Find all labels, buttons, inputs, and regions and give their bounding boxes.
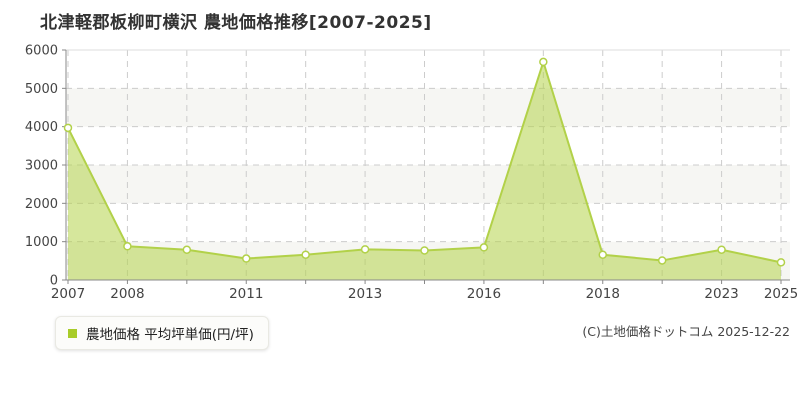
data-point-marker[interactable]	[657, 256, 667, 265]
y-axis-tick-label: 3000	[25, 159, 58, 174]
x-axis-tick-label: 2013	[348, 286, 382, 302]
series-area-fill	[68, 61, 781, 281]
data-point-marker[interactable]	[360, 245, 370, 254]
legend-series-marker-icon	[68, 328, 77, 338]
data-point-marker[interactable]	[63, 123, 73, 133]
plot-band	[66, 126, 790, 165]
plot-band	[66, 88, 790, 127]
copyright-text: (C)土地価格ドットコム 2025-12-22	[582, 324, 790, 339]
chart-title: 北津軽郡板柳町横沢 農地価格推移[2007-2025]	[40, 13, 432, 33]
y-axis-tick-label: 5000	[25, 82, 58, 97]
x-axis-tick-label: 2008	[110, 286, 144, 302]
x-axis-tick-label: 2025	[764, 286, 798, 302]
y-axis-tick-label: 0	[50, 274, 58, 289]
x-axis-tick-label: 2016	[467, 286, 501, 302]
data-point-marker[interactable]	[301, 250, 310, 259]
y-axis-tick-label: 2000	[25, 197, 58, 212]
data-point-marker[interactable]	[420, 246, 429, 255]
x-axis-tick-label: 2018	[586, 286, 620, 302]
legend: 農地価格 平均坪単価(円/坪)	[55, 316, 269, 350]
data-point-marker[interactable]	[539, 57, 548, 67]
y-axis-tick-label: 4000	[25, 120, 58, 135]
data-point-marker[interactable]	[182, 245, 192, 254]
legend-series-label: 農地価格 平均坪単価(円/坪)	[86, 327, 254, 343]
data-point-marker[interactable]	[717, 245, 726, 254]
data-point-marker[interactable]	[598, 250, 607, 259]
y-axis-tick-label: 6000	[25, 44, 58, 59]
x-axis-tick-label: 2011	[229, 286, 263, 302]
data-point-marker[interactable]	[776, 258, 786, 267]
y-axis-tick-label: 1000	[25, 235, 58, 250]
plot-band	[66, 50, 790, 89]
plot-band	[66, 203, 790, 242]
x-axis-tick-label: 2007	[51, 286, 85, 302]
plot-band	[66, 165, 790, 204]
price-trend-area-chart: 0 1000 2000 3000 4000 5000 6000 2007 2008 2011 201…	[25, 44, 798, 303]
data-point-marker[interactable]	[242, 254, 251, 263]
data-point-marker[interactable]	[479, 243, 489, 252]
data-point-marker[interactable]	[123, 242, 132, 251]
x-axis-tick-label: 2023	[704, 286, 738, 302]
